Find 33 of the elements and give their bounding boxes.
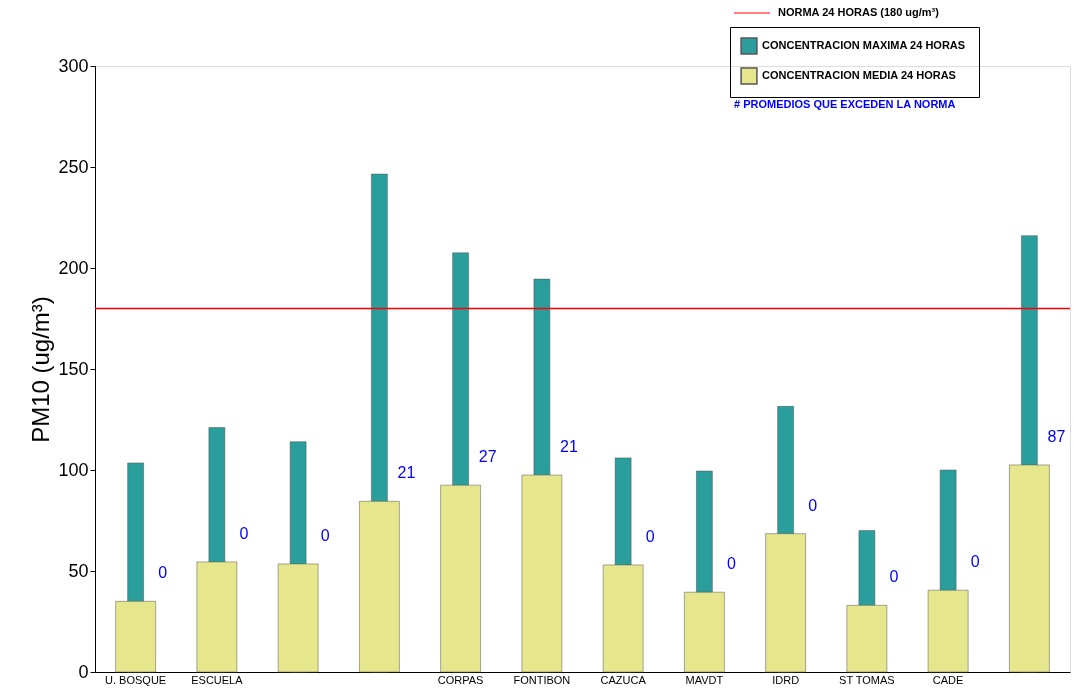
annotation: 0 bbox=[808, 496, 818, 514]
y-tick-label: 0 bbox=[78, 661, 89, 682]
annotation: 0 bbox=[239, 524, 249, 542]
annotation: 21 bbox=[397, 464, 416, 482]
annotation: 0 bbox=[970, 553, 980, 571]
y-tick-label: 50 bbox=[68, 560, 89, 581]
x-tick-label: U. BOSQUE bbox=[105, 673, 167, 686]
x-tick-label: CAZUCA bbox=[600, 673, 647, 686]
y-tick-label: 300 bbox=[58, 55, 89, 76]
annotation: 21 bbox=[559, 438, 578, 456]
y-tick-label: 200 bbox=[58, 257, 89, 278]
y-tick-label: 250 bbox=[58, 156, 89, 177]
x-tick-label: FONTIBON bbox=[513, 673, 571, 686]
y-tick-label: 100 bbox=[58, 459, 89, 480]
annotation: 0 bbox=[889, 568, 899, 586]
annotation: 87 bbox=[1047, 427, 1066, 445]
y-axis-title: PM10 (ug/m³) bbox=[27, 296, 55, 443]
legend-label: CONCENTRACION MAXIMA 24 HORAS bbox=[762, 39, 966, 51]
annotation: # PROMEDIOS QUE EXCEDEN LA NORMA bbox=[734, 98, 956, 110]
x-tick-label: ST TOMAS bbox=[839, 673, 895, 686]
y-tick-label: 150 bbox=[58, 358, 89, 379]
annotation: 27 bbox=[478, 448, 497, 466]
x-tick-label: IDRD bbox=[772, 673, 800, 686]
legend-label: NORMA 24 HORAS (180 ug/m³) bbox=[778, 6, 940, 18]
x-tick-label: CADE bbox=[932, 673, 964, 686]
legend-label: CONCENTRACION MEDIA 24 HORAS bbox=[762, 69, 956, 81]
annotation: 0 bbox=[158, 564, 168, 582]
annotation: 0 bbox=[320, 526, 330, 544]
x-tick-label: MAVDT bbox=[685, 673, 724, 686]
x-tick-label: ESCUELA bbox=[191, 673, 244, 686]
annotation: 0 bbox=[645, 527, 655, 545]
annotation: 0 bbox=[726, 555, 736, 573]
x-tick-label: CORPAS bbox=[437, 673, 484, 686]
